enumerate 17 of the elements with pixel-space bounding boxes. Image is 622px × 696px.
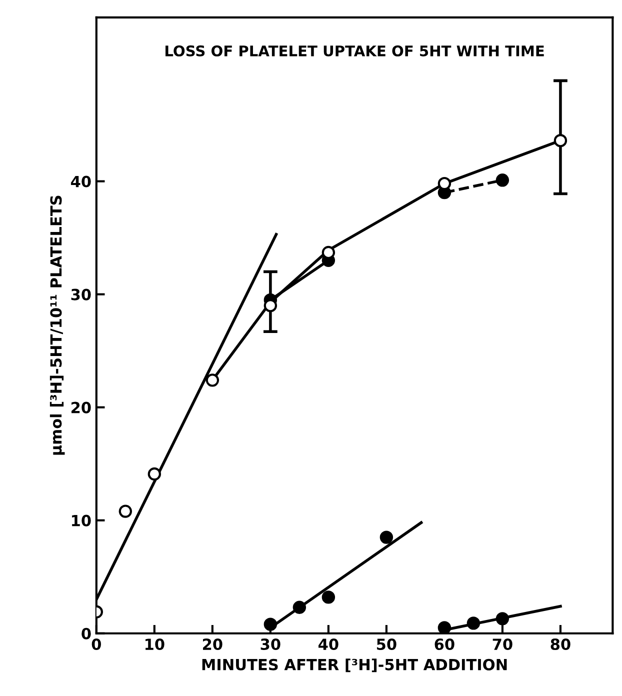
y-tick-label: 40: [70, 176, 91, 188]
y-tick-label: 10: [72, 514, 91, 526]
x-tick-label: 0: [92, 638, 101, 650]
x-tick-label: 30: [260, 638, 280, 650]
text: LOSS OF PLATELET UPTAKE OF 5HT WITH TIME: [166, 45, 544, 56]
x-tick-label: 20: [203, 638, 222, 650]
x-tick-label: 60: [434, 638, 454, 650]
y-axis-title: µmol [³H]-5HT/10¹¹ PLATELETS: [50, 196, 65, 455]
x-tick-label: 70: [492, 638, 512, 650]
x-tick-label: 50: [376, 638, 396, 650]
x-axis-title: MINUTES AFTER [³H]-5HT ADDITION: [202, 658, 507, 672]
y-tick-label: 20: [71, 402, 91, 414]
y-tick-label: 0: [82, 628, 91, 640]
x-tick-label: 40: [318, 638, 338, 650]
y-tick-label: 30: [71, 288, 91, 300]
x-tick-label: 10: [146, 638, 164, 650]
x-tick-label: 80: [550, 638, 570, 650]
